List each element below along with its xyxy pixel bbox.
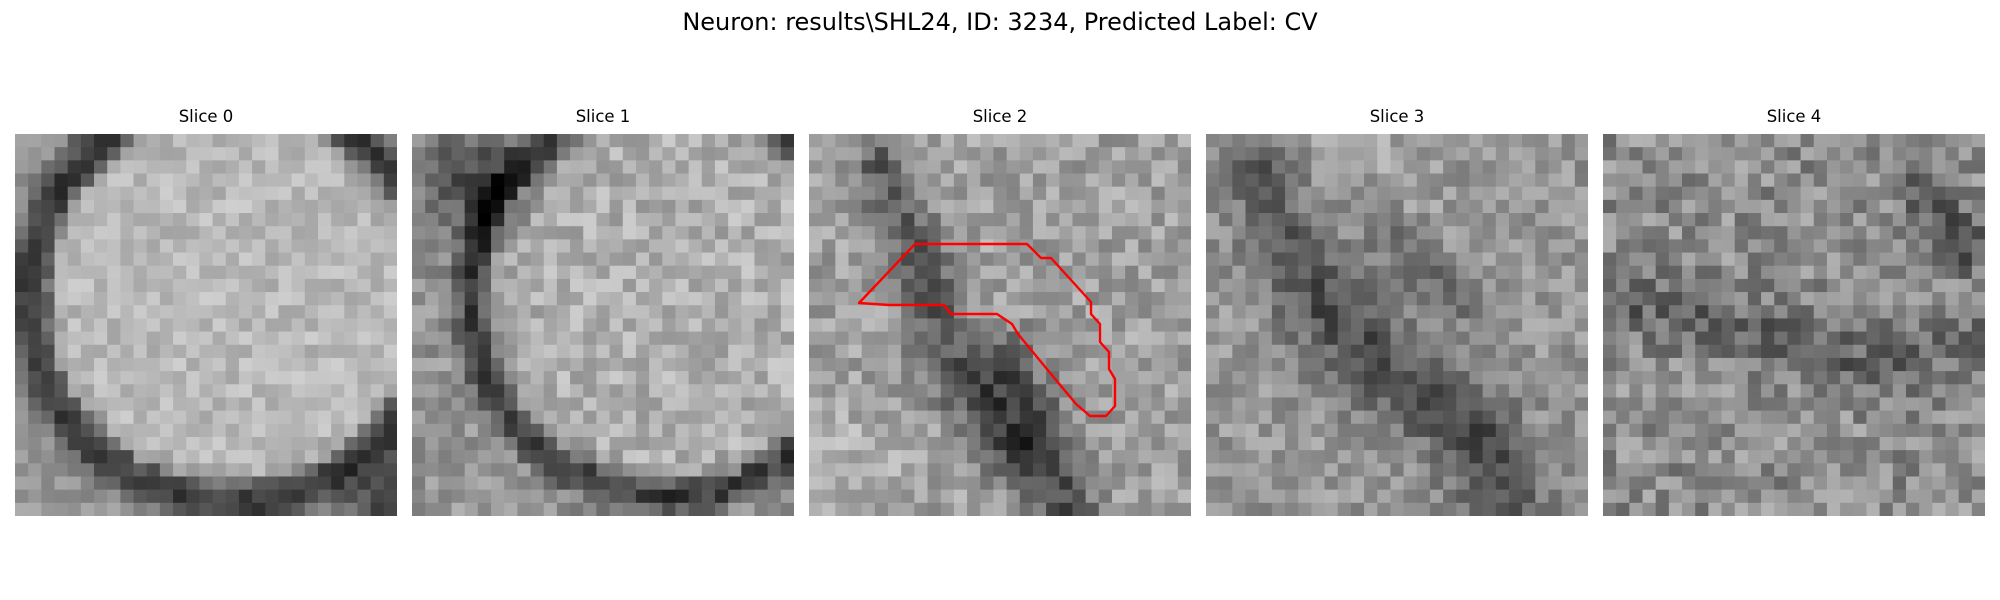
slice-panel-4: Slice 4 — [1603, 134, 1985, 516]
slice-image-2 — [809, 134, 1191, 516]
figure-title: Neuron: results\SHL24, ID: 3234, Predict… — [0, 6, 2000, 38]
slice-title-2: Slice 2 — [809, 106, 1191, 128]
slice-title-4: Slice 4 — [1603, 106, 1985, 128]
slice-panel-1: Slice 1 — [412, 134, 794, 516]
slice-panel-0: Slice 0 — [15, 134, 397, 516]
slice-panel-2: Slice 2 — [809, 134, 1191, 516]
slice-image-1 — [412, 134, 794, 516]
slice-title-3: Slice 3 — [1206, 106, 1588, 128]
slice-image-3 — [1206, 134, 1588, 516]
slice-panel-3: Slice 3 — [1206, 134, 1588, 516]
slice-title-1: Slice 1 — [412, 106, 794, 128]
slice-image-4 — [1603, 134, 1985, 516]
slice-title-0: Slice 0 — [15, 106, 397, 128]
slice-image-0 — [15, 134, 397, 516]
